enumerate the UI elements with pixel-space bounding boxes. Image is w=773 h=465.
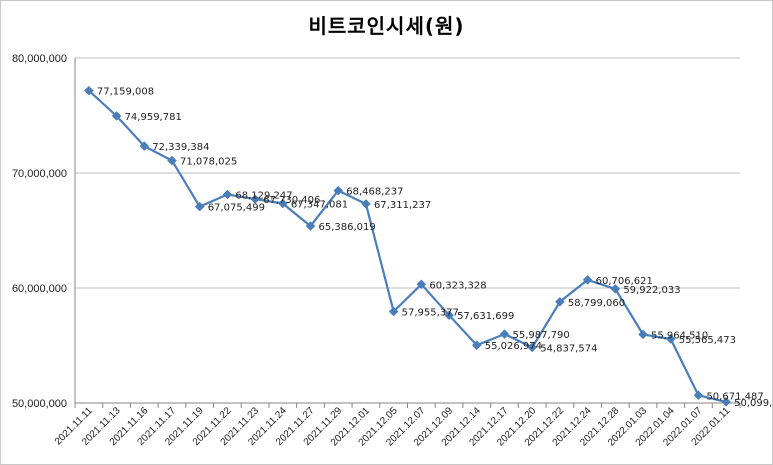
gridlines xyxy=(75,57,740,404)
data-label: 55,964,510 xyxy=(651,330,708,341)
data-point xyxy=(277,198,288,209)
data-point xyxy=(84,85,94,96)
data-label: 57,955,377 xyxy=(402,308,459,319)
data-point xyxy=(471,340,482,351)
data-label: 67,075,499 xyxy=(208,203,265,214)
data-label: 58,799,060 xyxy=(568,298,625,309)
series-line xyxy=(88,89,727,403)
data-label: 50,099,977 xyxy=(734,398,773,409)
y-tick-label: 60,000,000 xyxy=(12,283,67,295)
data-point xyxy=(610,284,621,294)
data-point xyxy=(305,221,316,231)
data-label: 72,339,384 xyxy=(152,142,209,153)
data-point xyxy=(416,279,427,290)
data-label: 74,959,781 xyxy=(125,112,182,123)
data-label: 60,323,328 xyxy=(429,280,486,291)
data-point xyxy=(555,296,565,307)
data-point xyxy=(139,141,150,151)
data-label: 67,311,237 xyxy=(374,200,431,211)
data-point xyxy=(222,189,233,200)
data-label: 77,159,008 xyxy=(97,87,154,98)
data-label: 67,730,406 xyxy=(263,195,320,206)
data-point xyxy=(333,185,344,196)
data-point xyxy=(111,111,122,121)
data-point xyxy=(527,342,538,353)
data-point xyxy=(582,275,593,285)
y-tick-label: 70,000,000 xyxy=(12,168,67,180)
data-label: 59,922,033 xyxy=(623,285,680,296)
data-point xyxy=(665,334,676,344)
y-tick-label: 80,000,000 xyxy=(12,53,67,65)
data-label: 60,706,621 xyxy=(596,276,653,287)
data-label: 67,347,081 xyxy=(291,200,348,211)
chart-title: 비트코인시세(원) xyxy=(308,14,465,38)
data-point xyxy=(721,396,731,407)
data-point xyxy=(499,329,510,339)
data-labels: 77,159,008 74,959,781 72,339,384 71,078,025… xyxy=(97,87,773,409)
data-point xyxy=(444,310,454,321)
data-point xyxy=(361,199,371,209)
data-point xyxy=(638,329,648,340)
y-tick-label: 50,000,000 xyxy=(12,398,67,410)
data-point xyxy=(250,194,260,204)
data-label: 55,987,790 xyxy=(512,330,569,341)
data-label: 50,671,487 xyxy=(706,391,763,402)
data-point xyxy=(693,390,704,401)
series-bitcoin-price xyxy=(84,85,731,407)
data-point xyxy=(167,155,177,166)
axes: 50,000,000 60,000,000 70,000,000 80,000,000… xyxy=(12,53,741,449)
data-label: 55,565,473 xyxy=(679,335,736,346)
data-point xyxy=(194,201,205,212)
data-label: 57,631,699 xyxy=(457,311,514,322)
data-label: 71,078,025 xyxy=(180,157,237,168)
data-label: 68,129,247 xyxy=(235,191,292,202)
data-point xyxy=(388,306,399,317)
data-label: 65,386,019 xyxy=(319,222,376,233)
data-label: 54,837,574 xyxy=(540,343,597,354)
data-label: 68,468,237 xyxy=(346,187,403,198)
data-label: 55,026,974 xyxy=(485,341,542,352)
